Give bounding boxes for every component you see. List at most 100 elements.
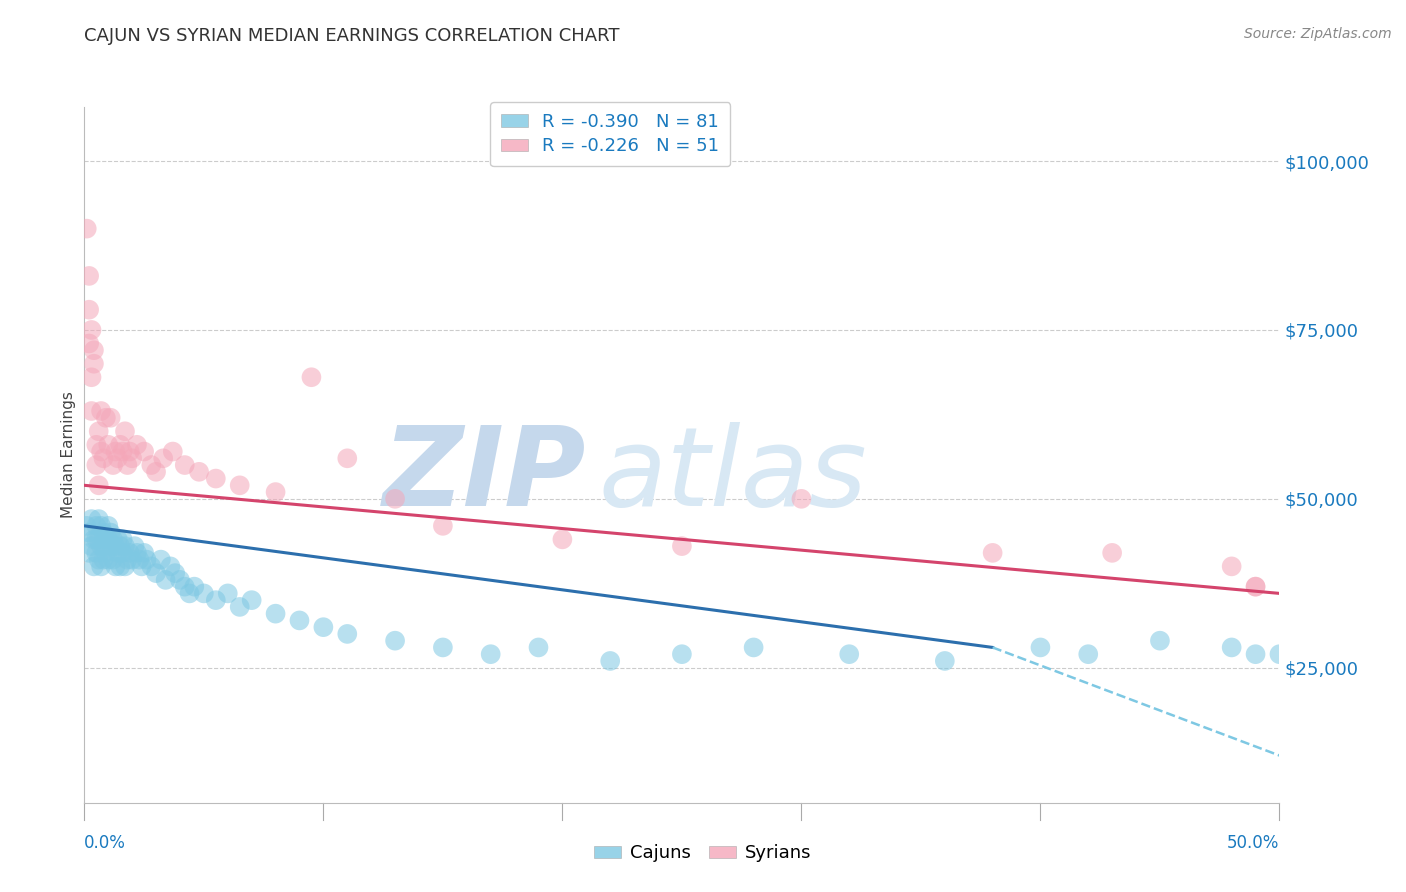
Point <box>671 647 693 661</box>
Point <box>87 478 110 492</box>
Point <box>80 323 103 337</box>
Point <box>97 438 120 452</box>
Point <box>240 593 263 607</box>
Point <box>152 451 174 466</box>
Point <box>86 546 108 560</box>
Point <box>104 559 127 574</box>
Point <box>183 580 205 594</box>
Point <box>86 438 108 452</box>
Point <box>479 647 502 661</box>
Text: Source: ZipAtlas.com: Source: ZipAtlas.com <box>1244 27 1392 41</box>
Point <box>107 451 129 466</box>
Point <box>114 539 136 553</box>
Point <box>121 552 143 566</box>
Point <box>110 539 132 553</box>
Point <box>141 458 163 472</box>
Point <box>934 654 956 668</box>
Point <box>312 620 335 634</box>
Point <box>93 539 115 553</box>
Point <box>838 647 860 661</box>
Point <box>104 539 127 553</box>
Legend: Cajuns, Syrians: Cajuns, Syrians <box>586 838 820 870</box>
Point <box>77 336 100 351</box>
Point <box>87 424 110 438</box>
Point <box>104 444 127 458</box>
Point <box>1220 559 1243 574</box>
Point <box>599 654 621 668</box>
Point <box>101 458 124 472</box>
Point <box>100 539 122 553</box>
Point <box>1149 633 1171 648</box>
Point <box>83 533 105 547</box>
Point <box>145 465 167 479</box>
Point <box>141 559 163 574</box>
Point <box>125 546 148 560</box>
Point <box>205 593 228 607</box>
Point <box>432 640 454 655</box>
Point <box>527 640 550 655</box>
Legend: R = -0.390   N = 81, R = -0.226   N = 51: R = -0.390 N = 81, R = -0.226 N = 51 <box>491 103 730 166</box>
Point <box>301 370 323 384</box>
Point <box>86 519 108 533</box>
Point <box>90 519 112 533</box>
Point <box>94 410 117 425</box>
Point <box>107 546 129 560</box>
Point <box>111 533 134 547</box>
Text: atlas: atlas <box>599 422 868 529</box>
Point <box>77 268 100 283</box>
Point <box>117 552 139 566</box>
Point <box>128 552 150 566</box>
Point <box>77 302 100 317</box>
Point <box>121 451 143 466</box>
Point <box>94 533 117 547</box>
Point <box>83 559 105 574</box>
Point <box>132 444 156 458</box>
Point <box>162 444 184 458</box>
Point <box>118 444 141 458</box>
Point <box>1244 647 1267 661</box>
Point <box>101 533 124 547</box>
Point <box>87 552 110 566</box>
Point <box>80 539 103 553</box>
Point <box>97 552 120 566</box>
Point <box>132 546 156 560</box>
Text: 0.0%: 0.0% <box>84 834 127 852</box>
Point <box>124 539 146 553</box>
Point <box>336 451 359 466</box>
Point <box>107 533 129 547</box>
Point <box>110 559 132 574</box>
Point <box>86 533 108 547</box>
Point <box>111 444 134 458</box>
Point <box>1244 580 1267 594</box>
Point <box>264 607 287 621</box>
Point <box>384 491 406 506</box>
Point <box>76 221 98 235</box>
Point <box>83 343 105 358</box>
Point <box>83 357 105 371</box>
Point <box>193 586 215 600</box>
Point <box>229 478 252 492</box>
Point <box>173 458 195 472</box>
Point <box>90 539 112 553</box>
Point <box>1220 640 1243 655</box>
Point <box>86 458 108 472</box>
Point <box>111 546 134 560</box>
Point <box>114 424 136 438</box>
Point <box>173 580 195 594</box>
Point <box>159 559 181 574</box>
Point <box>77 525 100 540</box>
Point <box>93 552 115 566</box>
Point <box>97 533 120 547</box>
Point <box>100 525 122 540</box>
Point <box>110 438 132 452</box>
Point <box>432 519 454 533</box>
Point <box>1268 647 1291 661</box>
Point <box>93 525 115 540</box>
Point <box>80 370 103 384</box>
Point <box>80 404 103 418</box>
Y-axis label: Median Earnings: Median Earnings <box>60 392 76 518</box>
Point <box>90 404 112 418</box>
Point <box>87 533 110 547</box>
Point <box>90 444 112 458</box>
Point <box>125 438 148 452</box>
